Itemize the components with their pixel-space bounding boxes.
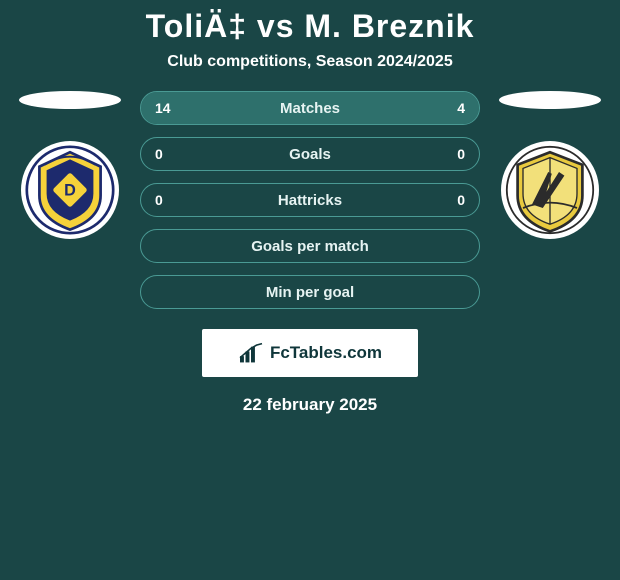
bar-goals: 0 Goals 0 [140, 137, 480, 171]
player-photo-placeholder-right [499, 91, 601, 109]
site-logo[interactable]: FcTables.com [202, 329, 418, 377]
comparison-area: D 14 Matches 4 0 Goals 0 [0, 91, 620, 309]
site-logo-text: FcTables.com [270, 343, 382, 363]
bar-value-left: 0 [155, 146, 163, 162]
bar-fill-right [401, 92, 479, 124]
bar-matches: 14 Matches 4 [140, 91, 480, 125]
bar-label: Goals [289, 146, 331, 163]
bar-label: Matches [280, 100, 340, 117]
bar-hattricks: 0 Hattricks 0 [140, 183, 480, 217]
player-photo-placeholder-left [19, 91, 121, 109]
stat-bars: 14 Matches 4 0 Goals 0 0 Hattricks 0 [140, 91, 480, 309]
bar-min-per-goal: Min per goal [140, 275, 480, 309]
bar-value-left: 0 [155, 192, 163, 208]
bar-value-right: 0 [457, 192, 465, 208]
page-title: ToliÄ‡ vs M. Breznik [146, 8, 475, 45]
club-right-col [490, 91, 610, 239]
bar-value-right: 0 [457, 146, 465, 162]
date-label: 22 february 2025 [243, 395, 377, 415]
bar-label: Goals per match [251, 238, 369, 255]
chart-icon [238, 342, 264, 364]
club-crest-right [501, 141, 599, 239]
club-left-col: D [10, 91, 130, 239]
bar-value-left: 14 [155, 100, 171, 116]
crest-left-svg: D [25, 145, 115, 235]
subtitle: Club competitions, Season 2024/2025 [167, 53, 452, 71]
bar-fill-left [141, 92, 401, 124]
bar-label: Hattricks [278, 192, 342, 209]
club-crest-left: D [21, 141, 119, 239]
crest-right-svg [505, 145, 595, 235]
bar-label: Min per goal [266, 284, 354, 301]
svg-text:D: D [64, 181, 76, 199]
bar-value-right: 4 [457, 100, 465, 116]
bar-goals-per-match: Goals per match [140, 229, 480, 263]
